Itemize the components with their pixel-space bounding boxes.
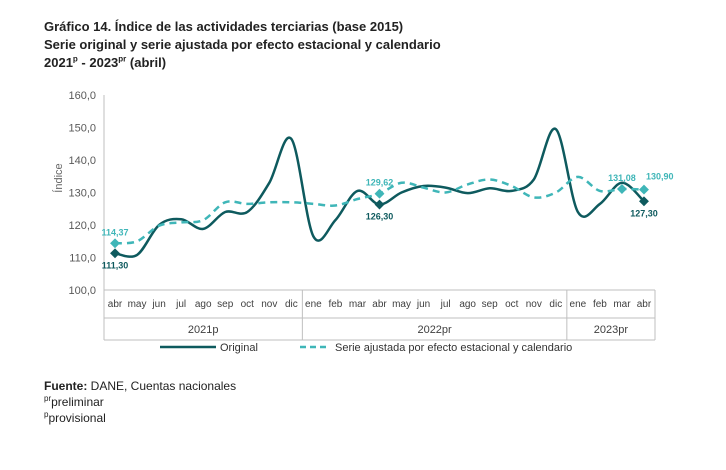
- note-preliminar: prpreliminar: [44, 394, 236, 410]
- x-tick-label: jul: [440, 299, 451, 310]
- legend: Original Serie ajustada por efecto estac…: [160, 342, 572, 354]
- title-sup-pr: pr: [118, 54, 127, 64]
- x-tick-label: mar: [349, 299, 367, 310]
- x-tick-label: abr: [108, 299, 123, 310]
- x-tick-label: jul: [175, 299, 186, 310]
- y-axis: 100,0 110,0 120,0 130,0 140,0 150,0 160,0: [68, 90, 105, 297]
- x-tick-label: abr: [372, 299, 387, 310]
- x-tick-label: jun: [416, 299, 430, 310]
- x-tick-label: ene: [570, 299, 587, 310]
- data-point-marker: [639, 196, 649, 207]
- x-tick-label: may: [128, 299, 147, 310]
- x-tick-label: jun: [151, 299, 165, 310]
- x-tick-label: dic: [285, 299, 298, 310]
- y-tick-label: 100,0: [68, 285, 96, 297]
- y-tick-label: 110,0: [69, 253, 96, 265]
- title-line-2: Serie original y serie ajustada por efec…: [44, 37, 441, 52]
- note-preliminar-sup: pr: [44, 394, 52, 403]
- title-period: (abril): [126, 55, 167, 70]
- x-tick-label: dic: [549, 299, 562, 310]
- x-tick-label: ene: [305, 299, 322, 310]
- data-point-marker: [110, 248, 120, 259]
- data-label: 131,08: [608, 173, 636, 183]
- x-year-label: 2021p: [188, 324, 219, 336]
- legend-label-original: Original: [220, 342, 258, 354]
- x-year-label: 2023pr: [594, 324, 629, 336]
- source-text: DANE, Cuentas nacionales: [87, 379, 237, 393]
- data-label: 127,30: [630, 208, 658, 218]
- x-tick-label: may: [392, 299, 411, 310]
- x-tick-label: oct: [241, 299, 255, 310]
- annotation-layer: 111,30 114,37 126,30 129,62 131,08 130,90 127,…: [102, 172, 674, 271]
- title-line-3: 2021p - 2023pr (abril): [44, 54, 441, 72]
- data-point-marker: [639, 184, 649, 195]
- x-year-label: 2022pr: [417, 324, 452, 336]
- x-axis: abr may jun jul ago sep oct nov dic ene feb mar abr m…: [103, 289, 656, 341]
- x-tick-label: ago: [459, 299, 476, 310]
- chart-footer: Fuente: DANE, Cuentas nacionales prpreli…: [44, 378, 236, 426]
- data-point-marker: [374, 199, 385, 210]
- x-tick-label: ago: [195, 299, 212, 310]
- data-label: 129,62: [366, 178, 394, 188]
- y-tick-label: 160,0: [68, 90, 96, 102]
- x-tick-label: nov: [261, 299, 277, 310]
- y-tick-label: 140,0: [68, 155, 96, 167]
- data-label: 111,30: [102, 260, 129, 270]
- x-tick-label: oct: [505, 299, 519, 310]
- x-tick-label: sep: [482, 299, 499, 310]
- data-point-marker: [110, 238, 120, 249]
- source-note: Fuente: DANE, Cuentas nacionales: [44, 378, 236, 394]
- note-provisional: pprovisional: [44, 410, 236, 426]
- y-axis-label: Índice: [52, 163, 65, 192]
- note-provisional-text: provisional: [48, 411, 106, 425]
- source-label: Fuente:: [44, 379, 88, 393]
- y-tick-label: 120,0: [68, 220, 96, 232]
- title-sup-p: p: [72, 54, 78, 64]
- note-provisional-sup: p: [44, 410, 49, 419]
- title-line-1: Gráfico 14. Índice de las actividades te…: [44, 19, 404, 34]
- title-year-start: 2021: [44, 55, 73, 70]
- data-point-marker: [616, 184, 627, 194]
- title-year-end: - 2023: [77, 55, 119, 70]
- y-tick-label: 150,0: [68, 123, 96, 135]
- note-preliminar-text: preliminar: [51, 395, 104, 409]
- legend-label-adjusted: Serie ajustada por efecto estacional y c…: [335, 342, 572, 354]
- data-label: 130,90: [646, 172, 674, 182]
- x-tick-label: feb: [593, 299, 607, 310]
- x-tick-label: abr: [637, 299, 652, 310]
- chart-title: Gráfico 14. Índice de las actividades te…: [44, 18, 441, 72]
- x-tick-label: feb: [328, 299, 342, 310]
- x-tick-label: nov: [526, 299, 542, 310]
- data-point-marker: [374, 188, 385, 199]
- data-label: 114,37: [102, 227, 129, 237]
- x-tick-label: mar: [613, 299, 631, 310]
- x-tick-label: sep: [217, 299, 234, 310]
- y-tick-label: 130,0: [68, 188, 96, 200]
- data-label: 126,30: [366, 212, 394, 222]
